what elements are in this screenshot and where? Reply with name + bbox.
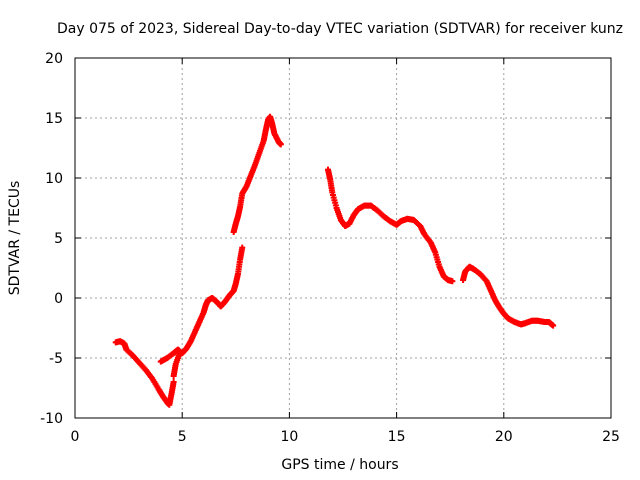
y-axis-label: SDTVAR / TECUs xyxy=(7,181,23,296)
series-segment-5 xyxy=(324,166,456,285)
data-point xyxy=(277,141,284,148)
y-tick-label: -5 xyxy=(49,351,63,367)
data-series xyxy=(112,113,557,408)
y-tick-label: 15 xyxy=(45,111,63,127)
x-tick-label: 25 xyxy=(602,429,620,445)
y-tick-labels: -10 -5 0 5 10 15 20 xyxy=(40,51,63,427)
x-tick-labels: 0 5 10 15 20 25 xyxy=(71,429,620,445)
x-tick-label: 5 xyxy=(178,429,187,445)
data-point xyxy=(449,278,456,285)
data-point xyxy=(170,373,177,379)
x-tick-label: 10 xyxy=(280,429,298,445)
y-tick-label: 0 xyxy=(54,291,63,307)
series-segment-1 xyxy=(112,338,177,408)
axis-ticks xyxy=(74,57,612,419)
y-tick-label: -10 xyxy=(40,411,63,427)
y-tick-label: 20 xyxy=(45,51,63,67)
data-point xyxy=(170,379,177,385)
x-tick-label: 15 xyxy=(388,429,406,445)
series-segment-4 xyxy=(230,113,284,235)
data-point xyxy=(550,322,557,329)
x-tick-label: 20 xyxy=(495,429,513,445)
grid xyxy=(75,58,611,418)
series-segment-6 xyxy=(460,263,557,329)
series-segment-3 xyxy=(179,244,246,357)
x-tick-label: 0 xyxy=(71,429,80,445)
y-tick-label: 5 xyxy=(54,231,63,247)
data-point xyxy=(239,244,246,251)
chart-title: Day 075 of 2023, Sidereal Day-to-day VTE… xyxy=(57,21,623,37)
x-axis-label: GPS time / hours xyxy=(281,457,398,473)
y-tick-label: 10 xyxy=(45,171,63,187)
